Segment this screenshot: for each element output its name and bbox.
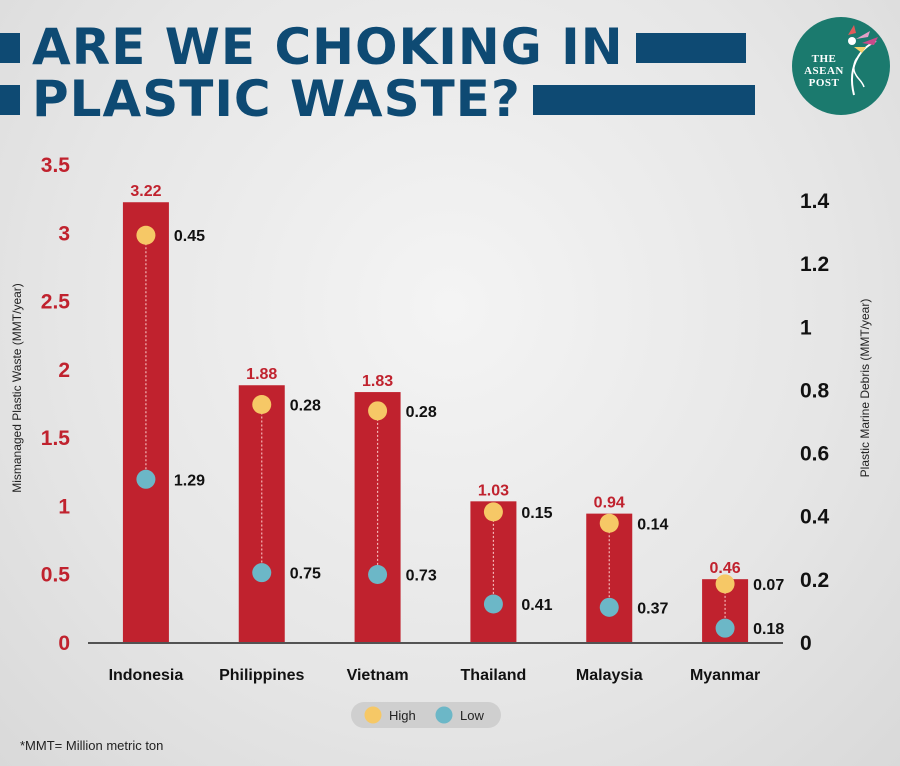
y-left-tick-label: 0 bbox=[58, 632, 70, 655]
y-left-tick-label: 2.5 bbox=[41, 291, 71, 314]
low-dot bbox=[599, 597, 619, 617]
y-right-tick-label: 0.8 bbox=[800, 379, 830, 402]
low-value-label: 0.18 bbox=[753, 621, 784, 638]
low-dot bbox=[715, 618, 735, 638]
y-left-tick-label: 3 bbox=[58, 222, 70, 245]
category-label: Vietnam bbox=[347, 667, 409, 684]
y-left-tick-label: 1 bbox=[58, 495, 70, 518]
asean-post-logo: THE ASEAN POST bbox=[792, 17, 890, 115]
y-right-tick-label: 1.4 bbox=[800, 190, 830, 213]
low-value-label: 1.29 bbox=[174, 472, 205, 489]
legend-low-label: Low bbox=[460, 708, 484, 723]
low-dot bbox=[368, 565, 388, 585]
high-dot bbox=[252, 395, 272, 415]
high-dot bbox=[368, 401, 388, 421]
bar-value-label: 1.03 bbox=[478, 482, 509, 499]
legend-high-label: High bbox=[389, 708, 416, 723]
title-bar-right bbox=[635, 32, 746, 63]
high-dot bbox=[483, 502, 503, 522]
chart-title-line-1: ARE WE CHOKING IN bbox=[32, 18, 624, 76]
category-label: Thailand bbox=[461, 667, 527, 684]
low-value-label: 0.75 bbox=[290, 566, 321, 583]
high-dot bbox=[599, 513, 619, 533]
bird-feather-icon bbox=[848, 25, 878, 96]
high-value-label: 0.14 bbox=[637, 516, 668, 533]
high-value-label: 0.15 bbox=[521, 505, 552, 522]
low-value-label: 0.41 bbox=[521, 597, 552, 614]
y-left-tick-label: 3.5 bbox=[41, 154, 71, 177]
title-bar-right bbox=[532, 84, 755, 115]
low-value-label: 0.73 bbox=[406, 568, 437, 585]
low-dot bbox=[483, 594, 503, 614]
chart-title-line-2: PLASTIC WASTE? bbox=[32, 70, 521, 128]
title-block: ARE WE CHOKING IN PLASTIC WASTE? bbox=[0, 20, 790, 130]
high-value-label: 0.07 bbox=[753, 577, 784, 594]
legend-low-swatch bbox=[435, 706, 453, 724]
y-right-axis-label: Plastic Marine Debris (MMT/year) bbox=[858, 299, 872, 478]
y-right-tick-label: 0.6 bbox=[800, 443, 829, 466]
low-dot bbox=[136, 469, 156, 489]
y-right-tick-label: 0 bbox=[800, 632, 812, 655]
y-left-tick-label: 0.5 bbox=[41, 564, 71, 587]
bar-value-label: 1.83 bbox=[362, 373, 393, 390]
y-right-tick-label: 1.2 bbox=[800, 253, 829, 276]
high-value-label: 0.28 bbox=[406, 404, 437, 421]
bar bbox=[354, 392, 401, 642]
bar-value-label: 0.94 bbox=[594, 495, 625, 512]
footnote: *MMT= Million metric ton bbox=[20, 738, 164, 753]
category-label: Philippines bbox=[219, 667, 304, 684]
y-left-axis-label: Mismanaged Plastic Waste (MMT/year) bbox=[10, 283, 24, 493]
title-line-1: ARE WE CHOKING IN bbox=[0, 20, 746, 75]
y-right-tick-label: 0.4 bbox=[800, 506, 830, 529]
category-label: Indonesia bbox=[109, 667, 184, 684]
high-dot bbox=[715, 574, 735, 594]
bar-value-label: 3.22 bbox=[130, 183, 161, 200]
title-bar-left bbox=[0, 32, 20, 63]
high-dot bbox=[136, 225, 156, 245]
legend-box bbox=[351, 702, 501, 728]
bar bbox=[586, 513, 633, 642]
low-value-label: 0.37 bbox=[637, 600, 668, 617]
title-line-2: PLASTIC WASTE? bbox=[0, 72, 755, 127]
low-dot bbox=[252, 563, 272, 583]
category-label: Malaysia bbox=[576, 667, 643, 684]
category-label: Myanmar bbox=[690, 667, 760, 684]
legend-high-swatch bbox=[364, 706, 382, 724]
high-value-label: 0.28 bbox=[290, 398, 321, 415]
y-right-tick-label: 0.2 bbox=[800, 569, 829, 592]
logo-text: THE ASEAN POST bbox=[804, 53, 844, 89]
y-left-tick-label: 2 bbox=[58, 359, 70, 382]
title-bar-left bbox=[0, 84, 20, 115]
bar-value-label: 0.46 bbox=[710, 560, 741, 577]
high-value-label: 0.45 bbox=[174, 228, 205, 245]
bar-value-label: 1.88 bbox=[246, 366, 277, 383]
bar bbox=[470, 501, 517, 642]
y-left-tick-label: 1.5 bbox=[41, 427, 71, 450]
y-right-tick-label: 1 bbox=[800, 316, 812, 339]
